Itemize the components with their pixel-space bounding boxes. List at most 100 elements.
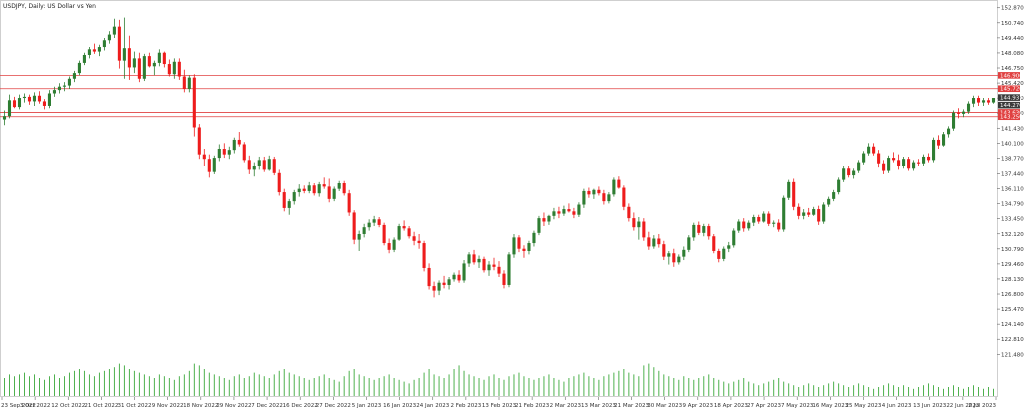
candle-body <box>347 193 351 213</box>
candle-body <box>97 47 101 52</box>
candle-body <box>747 222 751 229</box>
time-tick-label: 21 Oct 2022 <box>84 403 118 409</box>
candle-body <box>647 237 651 247</box>
candle-body <box>577 204 581 215</box>
candle-body <box>77 62 81 74</box>
candle-body <box>792 181 796 207</box>
level-lines <box>0 74 998 118</box>
candle-body <box>802 212 806 216</box>
time-tick-label: 2 Mar 2023 <box>550 403 582 409</box>
candle-body <box>452 274 456 280</box>
candle-body <box>442 282 446 285</box>
candle-body <box>527 243 531 251</box>
price-tick-label: 138.770 <box>1001 156 1024 162</box>
candle-body <box>697 224 701 233</box>
candle-body <box>557 211 561 214</box>
price-tick-label: 129.460 <box>1001 262 1024 268</box>
candle-body <box>392 239 396 250</box>
time-tick-label: 13 Feb 2023 <box>482 403 517 409</box>
candle-body <box>12 100 17 108</box>
price-tick-label: 133.450 <box>1001 217 1024 223</box>
time-tick-label: 13 Jun 2023 <box>913 403 947 409</box>
candle-body <box>322 184 326 187</box>
candle-body <box>172 61 176 75</box>
candle-body <box>937 139 941 146</box>
candle-body <box>872 146 876 154</box>
candle-body <box>547 215 551 222</box>
level-price-tag-label: 143.630 <box>1000 110 1023 116</box>
candle-body <box>877 153 881 164</box>
candle-body <box>497 266 501 274</box>
price-tick-label: 128.130 <box>1001 277 1024 283</box>
candle-body <box>377 219 381 225</box>
candle-body <box>627 206 631 219</box>
time-tick-label: 16 Jan 2023 <box>383 403 416 409</box>
candle-body <box>142 56 146 79</box>
candle-body <box>62 85 66 87</box>
candle-body <box>887 158 891 171</box>
price-tick-label: 126.800 <box>1001 292 1024 298</box>
candle-body <box>797 206 801 216</box>
candle-body <box>617 179 621 188</box>
candle-body <box>882 163 886 171</box>
candle-body <box>42 101 47 106</box>
candle-body <box>457 274 461 281</box>
candles <box>2 17 996 298</box>
time-tick-label: 9 Nov 2022 <box>152 403 184 409</box>
candle-body <box>87 49 91 55</box>
candle-body <box>582 190 586 205</box>
candle-body <box>827 198 831 205</box>
candle-body <box>532 232 536 244</box>
candle-body <box>956 112 961 114</box>
candle-body <box>417 240 421 244</box>
candle-body <box>157 52 161 63</box>
candle-body <box>182 76 186 89</box>
candle-body <box>52 90 56 94</box>
time-tick-label: 21 Mar 2023 <box>614 403 649 409</box>
level-price-tag-label: 144.270 <box>1000 103 1023 109</box>
candle-body <box>572 211 576 215</box>
candle-body <box>407 228 411 237</box>
time-tick-label: 25 May 2023 <box>846 403 882 409</box>
price-axis: 152.870 150.740 149.440 148.080 146.750 145.4… <box>997 6 1024 358</box>
candle-body <box>307 185 311 191</box>
candle-body <box>717 250 721 259</box>
candle-body <box>727 245 731 249</box>
price-tick-label: 130.790 <box>1001 247 1024 253</box>
candle-body <box>237 139 241 145</box>
candle-body <box>902 159 906 167</box>
candle-body <box>757 216 761 222</box>
candle-body <box>517 237 521 249</box>
volume-bars <box>4 363 994 396</box>
candle-body <box>257 160 261 167</box>
candle-body <box>552 211 556 216</box>
candle-body <box>587 190 591 195</box>
candle-body <box>2 116 7 120</box>
candle-body <box>852 170 856 176</box>
candle-body <box>327 186 331 199</box>
candle-body <box>267 159 271 170</box>
price-tick-label: 136.110 <box>1001 187 1024 193</box>
level-price-tag <box>998 72 1020 79</box>
candle-body <box>477 258 481 263</box>
time-tick-label: 12 Oct 2022 <box>51 403 85 409</box>
candle-body <box>502 273 506 285</box>
price-tick-label: 124.140 <box>1001 322 1024 328</box>
candle-body <box>932 139 936 161</box>
candle-body <box>537 218 541 233</box>
candle-body <box>202 154 206 160</box>
candle-body <box>971 98 976 104</box>
candle-body <box>37 95 42 102</box>
candle-body <box>337 183 341 189</box>
candle-body <box>472 254 476 263</box>
time-tick-label: 9 Apr 2023 <box>683 403 714 409</box>
candle-body <box>712 236 716 251</box>
candle-body <box>602 193 606 202</box>
level-price-tag-label: 146.900 <box>1000 73 1023 79</box>
candle-body <box>622 187 626 207</box>
level-price-tags: 146.900 145.720 144.937144.270143.630143.2… <box>998 72 1023 121</box>
candle-body <box>782 197 786 230</box>
candle-body <box>597 189 601 194</box>
